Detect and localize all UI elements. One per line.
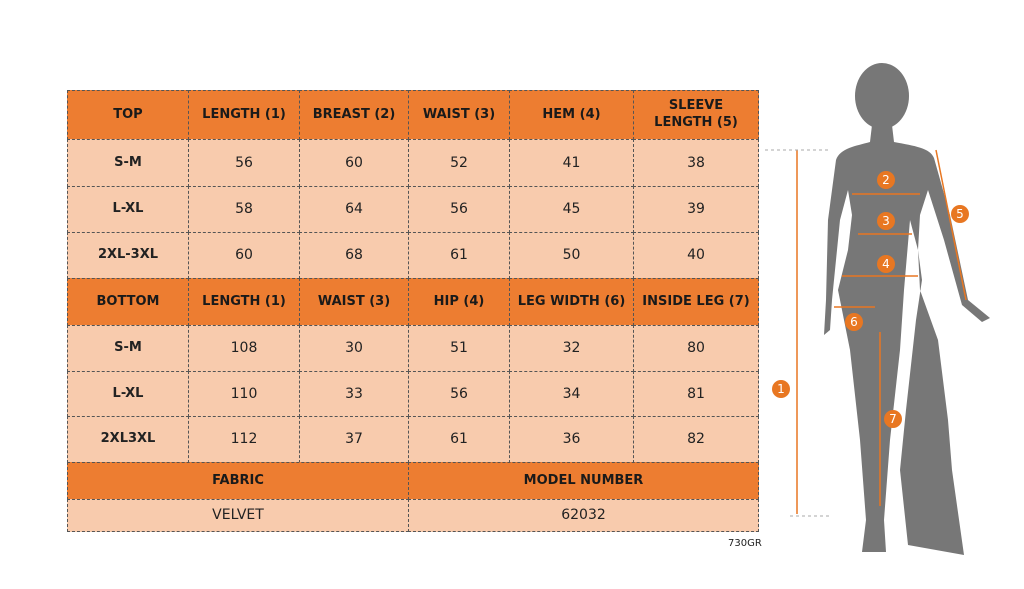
- table-cell: 50: [509, 232, 634, 279]
- silhouette: [824, 63, 990, 555]
- table-cell: 56: [408, 186, 510, 233]
- table-cell: WAIST (3): [299, 278, 409, 326]
- table-cell: L-XL: [67, 186, 189, 233]
- table-cell: S-M: [67, 139, 189, 187]
- table-cell: MODEL NUMBER: [408, 462, 759, 500]
- marker-label: 3: [882, 214, 890, 228]
- table-cell: BOTTOM: [67, 278, 189, 326]
- guides: [765, 149, 830, 517]
- table-cell: 56: [408, 371, 510, 417]
- table-cell: 51: [408, 325, 510, 372]
- marker-label: 5: [956, 207, 964, 221]
- marker-label: 6: [850, 315, 858, 329]
- table-cell: 82: [633, 416, 759, 463]
- table-cell: 41: [509, 139, 634, 187]
- table-cell: SLEEVE LENGTH (5): [633, 90, 759, 140]
- marker-label: 7: [889, 412, 897, 426]
- table-cell: HIP (4): [408, 278, 510, 326]
- marker-circle: [877, 255, 895, 273]
- table-cell: 58: [188, 186, 300, 233]
- table-cell: 2XL-3XL: [67, 232, 189, 279]
- table-cell: 45: [509, 186, 634, 233]
- table-cell: 112: [188, 416, 300, 463]
- table-cell: FABRIC: [67, 462, 409, 500]
- table-cell: 81: [633, 371, 759, 417]
- table-cell: 68: [299, 232, 409, 279]
- marker-label: 4: [882, 257, 890, 271]
- table-cell: 33: [299, 371, 409, 417]
- marker-circle: [884, 410, 902, 428]
- table-cell: 40: [633, 232, 759, 279]
- table-cell: 62032: [408, 499, 759, 532]
- code: 730GR: [728, 538, 762, 549]
- measure-lines: [796, 149, 967, 514]
- table-cell: HEM (4): [509, 90, 634, 140]
- table-cell: S-M: [67, 325, 189, 372]
- marker-label: 2: [882, 173, 890, 187]
- table-cell: TOP: [67, 90, 189, 140]
- marker-circle: [877, 171, 895, 189]
- table-cell: 2XL3XL: [67, 416, 189, 463]
- table-cell: INSIDE LEG (7): [633, 278, 759, 326]
- marker-circle: [877, 212, 895, 230]
- table-cell: 30: [299, 325, 409, 372]
- table-cell: 60: [188, 232, 300, 279]
- marker-label: 1: [777, 382, 785, 396]
- table-cell: 60: [299, 139, 409, 187]
- table-cell: 110: [188, 371, 300, 417]
- table-cell: 52: [408, 139, 510, 187]
- markers: 1 2 3 4 5 6 7: [772, 171, 969, 428]
- table-cell: 38: [633, 139, 759, 187]
- marker-circle: [772, 380, 790, 398]
- table-cell: LEG WIDTH (6): [509, 278, 634, 326]
- marker-circle: [845, 313, 863, 331]
- table-cell: 64: [299, 186, 409, 233]
- table-cell: LENGTH (1): [188, 90, 300, 140]
- table-cell: 37: [299, 416, 409, 463]
- table-cell: 36: [509, 416, 634, 463]
- table-cell: 34: [509, 371, 634, 417]
- marker-circle: [951, 205, 969, 223]
- table-cell: 108: [188, 325, 300, 372]
- table-cell: 80: [633, 325, 759, 372]
- table-cell: 61: [408, 232, 510, 279]
- table-cell: LENGTH (1): [188, 278, 300, 326]
- table-cell: 56: [188, 139, 300, 187]
- table-cell: WAIST (3): [408, 90, 510, 140]
- table-cell: L-XL: [67, 371, 189, 417]
- table-cell: VELVET: [67, 499, 409, 532]
- table-cell: 39: [633, 186, 759, 233]
- table-cell: 32: [509, 325, 634, 372]
- table-cell: 61: [408, 416, 510, 463]
- table-cell: BREAST (2): [299, 90, 409, 140]
